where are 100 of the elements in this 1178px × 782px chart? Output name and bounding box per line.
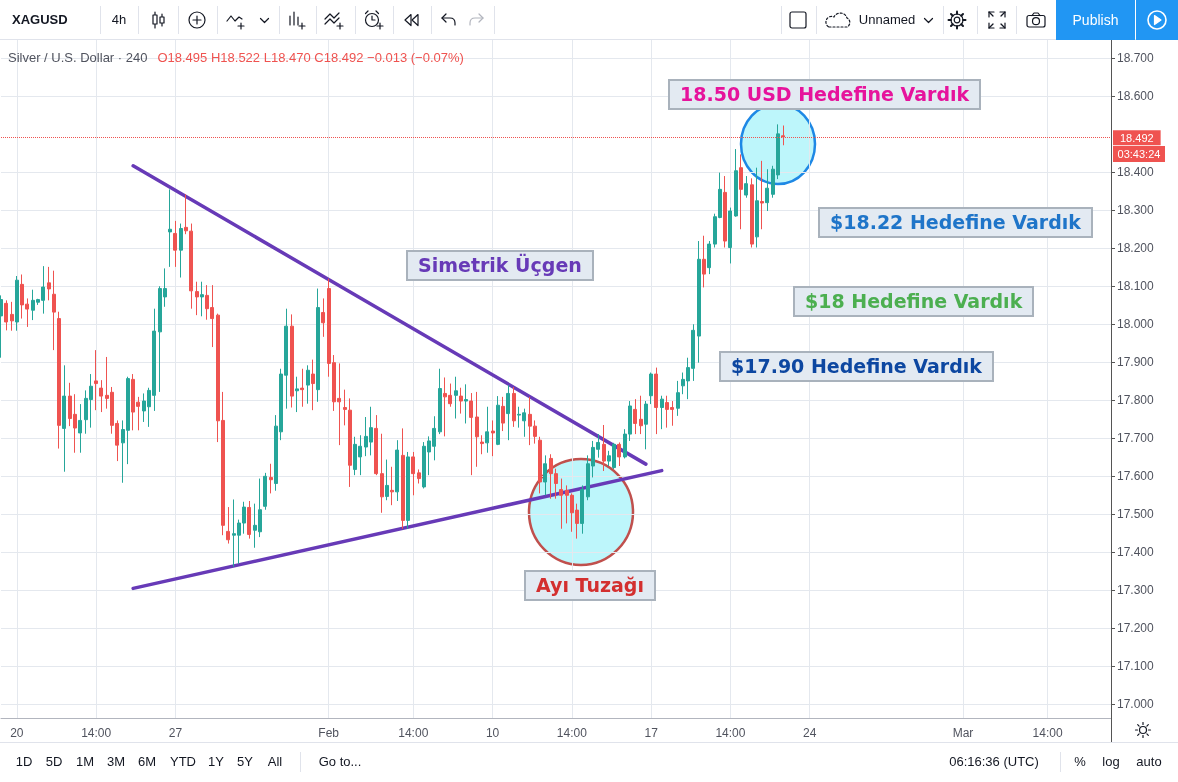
text: Go to... [318,754,362,770]
y-tick-label: 18.100 [1117,278,1155,293]
annotation: Simetrik Üçgen [406,250,594,281]
candlestick [765,168,769,212]
candlestick [184,193,188,235]
candlestick [459,387,463,415]
x-tick-label: 27 [168,726,183,740]
candlestick [395,439,399,502]
candlestick [454,376,458,420]
text: 4h [111,12,127,28]
text: XAGUSD [12,12,68,28]
candlestick [744,175,748,199]
text: 5D [45,754,63,770]
x-tick-label: 14:00 [715,726,746,740]
candlestick [644,400,648,450]
candlestick [247,500,251,540]
y-tick-label: 17.800 [1117,392,1155,407]
text: Publish [1056,0,1135,40]
candlestick [406,451,410,530]
candlestick [226,506,230,545]
candlestick [390,466,394,506]
candlestick [295,376,299,413]
candlestick [321,297,325,338]
candlestick [179,223,183,279]
candlestick [263,472,267,511]
text: Silver / U.S. Dollar · 240 [8,50,148,66]
text: 6M [137,754,157,770]
text: 03:43:24 [1113,146,1165,162]
candlestick [0,294,3,359]
candlestick [311,359,315,411]
candlestick [343,389,347,426]
candlestick [491,419,495,457]
candlestick [57,311,61,450]
text: auto [1136,754,1162,770]
y-tick-label: 18.700 [1117,50,1155,65]
candlestick [760,160,764,230]
candlestick [385,459,389,501]
candlestick [559,478,563,530]
candlestick [94,349,98,411]
candlestick [189,223,193,310]
candlestick [52,270,56,351]
candlestick [4,299,8,331]
candlestick [538,436,542,494]
candlestick [485,406,489,454]
y-tick-label: 18.600 [1117,88,1155,103]
y-tick-label: 18.400 [1117,164,1155,179]
candlestick [380,433,384,514]
candlestick [469,392,473,476]
candlestick [306,364,310,405]
text: 1Y [208,754,224,770]
candlestick [633,398,637,435]
x-tick-label: 14:00 [1032,726,1063,740]
candlestick [702,235,706,288]
text: All [267,754,283,770]
annotation: $18 Hedefine Vardık [793,286,1035,317]
candlestick [654,367,658,435]
candlestick [697,240,701,364]
text: 1D [15,754,33,770]
candlestick [15,275,19,332]
candlestick [348,397,352,488]
x-tick-label: 10 [485,726,500,740]
candlestick [512,386,516,428]
candlestick [750,177,754,248]
candlestick [755,167,759,248]
text: 5Y [237,754,253,770]
annotation: 18.50 USD Hedefine Vardık [668,79,982,110]
candlestick [660,395,664,430]
candlestick [543,454,547,496]
candlestick [62,364,66,473]
candlestick [411,451,415,496]
y-tick-label: 18.000 [1117,316,1155,331]
text: % [1074,754,1086,770]
candlestick [99,379,103,413]
candlestick [200,281,204,317]
x-tick-label: 14:00 [556,726,588,740]
y-tick-label: 17.100 [1117,658,1155,673]
candlestick [676,380,680,417]
candlestick [168,188,172,268]
candlestick [723,175,727,248]
text: 3M [106,754,126,770]
x-tick-label: 14:00 [398,726,429,740]
candlestick [728,207,732,264]
annotation: $17.90 Hedefine Vardık [719,351,994,382]
text: YTD [170,754,196,770]
candlestick [290,313,294,408]
candlestick [734,148,738,218]
candlestick [401,427,405,530]
y-tick-label: 17.000 [1117,696,1155,711]
candlestick [501,396,505,432]
candlestick [78,403,82,454]
candlestick [10,301,14,332]
y-tick-label: 17.300 [1117,582,1155,597]
y-tick-label: 18.300 [1117,202,1155,217]
candlestick [480,434,484,455]
text: 06:16:36 (UTC) [949,754,1039,770]
candlestick [173,220,177,268]
x-tick-label: 14:00 [81,726,112,740]
text: O18.495 H18.522 L18.470 C18.492 −0.013 (−0.07%) [157,50,464,66]
candlestick [506,384,510,441]
y-tick-label: 17.900 [1117,354,1155,369]
